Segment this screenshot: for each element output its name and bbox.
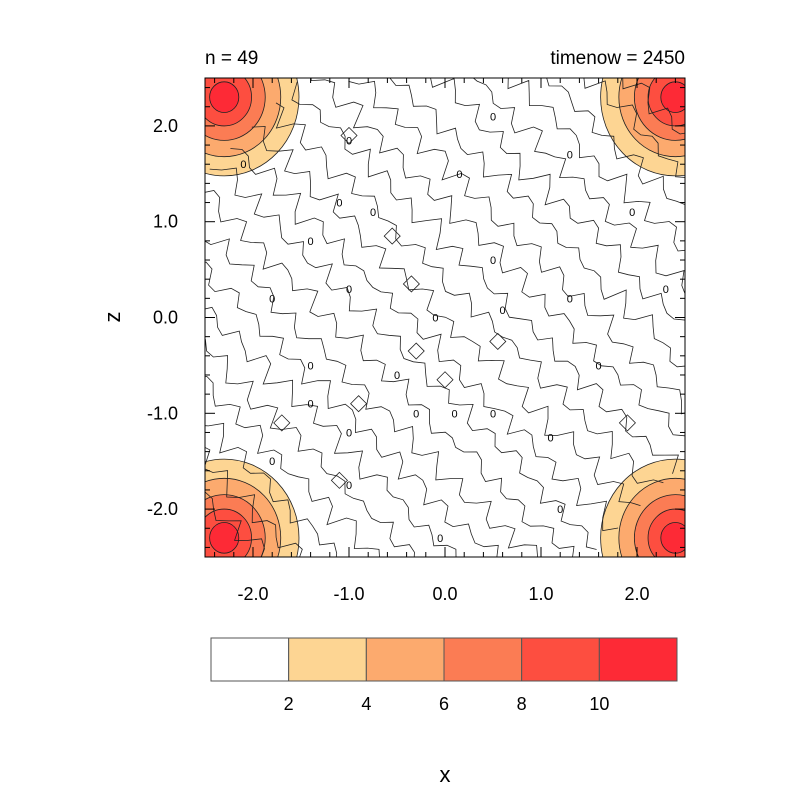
colorbar-label: 6: [439, 694, 449, 714]
contour-line: [205, 375, 380, 557]
colorbar-box: [598, 637, 678, 682]
closed-contour: [273, 414, 291, 432]
closed-contour: [350, 395, 368, 413]
contour-line: [205, 446, 303, 557]
contour-line: [622, 78, 685, 135]
contour-label: 0: [308, 399, 314, 411]
y-axis-label: z: [100, 312, 125, 323]
contour-line: [291, 81, 679, 474]
closed-contour: [618, 414, 636, 432]
colorbar-box: [443, 637, 523, 682]
contour-lines: [205, 78, 685, 557]
contour-label: 0: [269, 456, 275, 468]
contour-label: 0: [500, 305, 506, 317]
contour-line: [205, 338, 415, 557]
contour-line: [389, 78, 685, 368]
x-axis-ticks: -2.0 -1.0 0.0 1.0 2.0: [237, 78, 650, 604]
contour-label: 0: [336, 198, 342, 210]
contour-line: [507, 78, 685, 252]
contour-line: [546, 78, 685, 205]
contour-line: [205, 238, 538, 557]
hotspot-band: [660, 81, 685, 113]
contour-line: [205, 492, 265, 557]
contour-label: 0: [370, 207, 376, 219]
contour-label: 0: [432, 313, 438, 325]
x-tick-label: -1.0: [333, 584, 364, 604]
contour-line: [205, 306, 457, 557]
closed-contour: [489, 332, 507, 351]
contour-label: 0: [490, 255, 496, 267]
closed-contour: [383, 227, 401, 245]
contour-label: 0: [452, 408, 458, 420]
closed-contour: [340, 126, 358, 145]
y-tick-label: 0.0: [153, 308, 178, 328]
hotspot-band: [209, 81, 240, 113]
contour-line: [348, 78, 685, 415]
y-tick-label: 2.0: [153, 116, 178, 136]
contour-line: [275, 102, 664, 484]
hotspot-layer: [205, 78, 685, 557]
contour-label: 0: [596, 360, 602, 372]
contour-label: 0: [346, 427, 352, 439]
contour-label: 0: [490, 111, 496, 123]
colorbar-label: 2: [284, 694, 294, 714]
contour-line: [583, 78, 685, 178]
contour-line: [205, 422, 338, 557]
colorbar-box: [521, 637, 600, 682]
y-axis-ticks: 2.0 1.0 0.0 -1.0 -2.0: [147, 116, 685, 519]
hotspot-band: [660, 522, 685, 554]
contour-label: 0: [548, 432, 554, 444]
contour-label: 0: [413, 408, 419, 420]
contour-line: [430, 78, 685, 321]
contour-label: 0: [663, 284, 669, 296]
contour-label: 0: [567, 150, 573, 162]
colorbar-label: 4: [361, 694, 371, 714]
title-left: n = 49: [205, 48, 258, 69]
colorbar: 2 4 6 8 10: [210, 637, 678, 714]
contour-label: 0: [490, 408, 496, 420]
colorbar-label: 10: [589, 694, 609, 714]
colorbar-box: [210, 637, 290, 682]
contour-label: 0: [346, 480, 352, 492]
contour-label: 0: [437, 533, 443, 545]
closed-contour: [402, 275, 420, 293]
x-tick-label: 0.0: [432, 584, 457, 604]
contour-label: 0: [346, 284, 352, 296]
colorbar-box: [288, 637, 367, 682]
y-tick-label: -1.0: [147, 403, 178, 423]
contour-label: 0: [456, 169, 462, 181]
contour-line: [310, 78, 685, 437]
contour-line: [230, 148, 619, 532]
contour-line: [472, 78, 685, 295]
zero-contour-labels: 0 0 0 0 0 0 0 0 0 0 0 0 0 0 0 0 0 0 0 0 0 0 0 0 0 0 0 0 0: [240, 111, 669, 545]
x-axis-label: x: [440, 762, 451, 787]
contour-label: 0: [346, 135, 352, 147]
contour-label: 0: [394, 370, 400, 382]
contour-label: 0: [567, 293, 573, 305]
colorbar-label: 8: [517, 694, 527, 714]
contour-label: 0: [557, 504, 563, 516]
y-tick-label: 1.0: [153, 212, 178, 232]
contour-line: [205, 261, 499, 557]
contour-label: 0: [308, 236, 314, 248]
contour-line: [251, 126, 641, 506]
contour-label: 0: [240, 159, 246, 171]
x-tick-label: 2.0: [624, 584, 649, 604]
contour-line: [205, 190, 575, 557]
contour-line: [209, 167, 597, 550]
colorbar-box: [365, 637, 445, 682]
title-right: timenow = 2450: [550, 48, 685, 69]
minor-ticks: [205, 78, 685, 557]
closed-contour: [436, 371, 454, 389]
hotspot-band: [209, 522, 240, 554]
closed-contour: [330, 471, 348, 489]
closed-contour: [407, 342, 425, 360]
contour-label: 0: [269, 293, 275, 305]
y-tick-label: -2.0: [147, 499, 178, 519]
x-tick-label: -2.0: [237, 584, 268, 604]
x-tick-label: 1.0: [528, 584, 553, 604]
contour-label: 0: [629, 207, 635, 219]
contour-label: 0: [308, 360, 314, 372]
